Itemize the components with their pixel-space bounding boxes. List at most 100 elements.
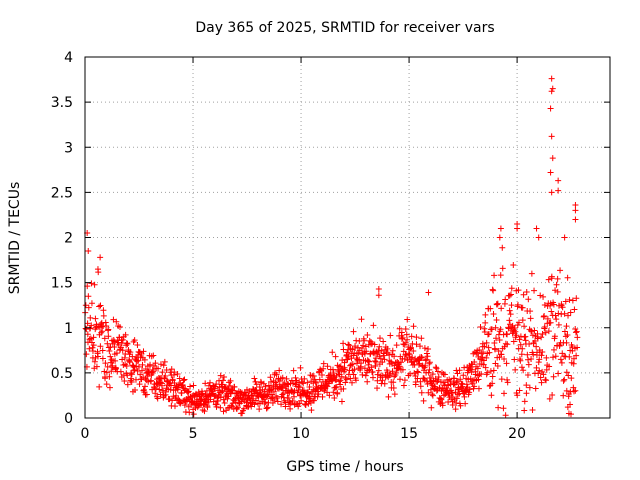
data-point xyxy=(154,395,161,402)
data-point xyxy=(240,405,247,412)
data-point xyxy=(553,281,560,288)
data-point xyxy=(398,359,405,366)
data-point xyxy=(398,329,405,336)
data-point xyxy=(112,357,119,364)
data-point xyxy=(541,312,548,319)
data-point xyxy=(538,334,545,341)
data-point xyxy=(184,389,191,396)
data-point xyxy=(502,412,509,419)
data-point xyxy=(508,324,515,331)
data-point xyxy=(178,390,185,397)
data-point xyxy=(506,317,513,324)
data-point xyxy=(487,305,494,312)
data-point xyxy=(554,275,561,282)
data-point xyxy=(510,261,517,268)
data-point xyxy=(557,267,564,274)
data-points xyxy=(82,75,581,419)
data-point xyxy=(229,400,236,407)
data-point xyxy=(541,324,548,331)
data-point xyxy=(160,362,167,369)
data-point xyxy=(319,393,326,400)
data-point xyxy=(533,364,540,371)
data-point xyxy=(105,333,112,340)
data-point xyxy=(386,372,393,379)
data-point xyxy=(402,325,409,332)
data-point xyxy=(221,374,228,381)
data-point xyxy=(186,409,193,416)
x-tick-label: 10 xyxy=(292,426,310,442)
data-point xyxy=(531,287,538,294)
data-point xyxy=(449,401,456,408)
data-point xyxy=(107,353,114,360)
data-point xyxy=(302,401,309,408)
data-point xyxy=(547,319,554,326)
data-point xyxy=(546,363,553,370)
data-point xyxy=(150,368,157,375)
data-point xyxy=(425,346,432,353)
data-point xyxy=(99,347,106,354)
data-point xyxy=(408,333,415,340)
data-point xyxy=(521,398,528,405)
data-point xyxy=(525,361,532,368)
data-point xyxy=(88,322,95,329)
data-point xyxy=(324,383,331,390)
data-point xyxy=(548,273,555,280)
data-point xyxy=(401,356,408,363)
data-point xyxy=(401,377,408,384)
data-point xyxy=(143,391,150,398)
data-point-outlier xyxy=(548,88,555,95)
data-point xyxy=(239,410,246,417)
data-point xyxy=(437,395,444,402)
data-point xyxy=(341,366,348,373)
y-tick-label: 1.5 xyxy=(51,276,73,292)
data-point xyxy=(521,407,528,414)
data-point xyxy=(364,378,371,385)
data-point xyxy=(515,319,522,326)
data-point xyxy=(511,325,518,332)
data-point xyxy=(514,392,521,399)
x-tick-label: 5 xyxy=(189,426,198,442)
data-point xyxy=(100,307,107,314)
data-point xyxy=(338,373,345,380)
data-point xyxy=(404,357,411,364)
data-point xyxy=(432,364,439,371)
data-point xyxy=(574,344,581,351)
data-point xyxy=(428,404,435,411)
data-point xyxy=(101,368,108,375)
data-point xyxy=(571,306,578,313)
data-point xyxy=(475,385,482,392)
data-point xyxy=(214,397,221,404)
data-point xyxy=(550,354,557,361)
data-point xyxy=(300,387,307,394)
data-point xyxy=(90,334,97,341)
data-point xyxy=(523,288,530,295)
data-point xyxy=(532,337,539,344)
data-point xyxy=(484,369,491,376)
data-point xyxy=(429,391,436,398)
data-point xyxy=(422,362,429,369)
data-point xyxy=(476,347,483,354)
data-point xyxy=(417,383,424,390)
data-point xyxy=(448,389,455,396)
data-point xyxy=(106,384,113,391)
data-point-outlier xyxy=(547,169,554,176)
x-tick-label: 20 xyxy=(508,426,526,442)
data-point xyxy=(478,370,485,377)
data-point xyxy=(519,345,526,352)
data-point xyxy=(273,381,280,388)
data-point xyxy=(550,346,557,353)
data-point xyxy=(175,396,182,403)
data-point xyxy=(124,381,131,388)
data-point-outlier xyxy=(563,387,570,394)
data-point xyxy=(425,389,432,396)
data-point xyxy=(539,368,546,375)
data-point xyxy=(528,328,535,335)
chart-title: Day 365 of 2025, SRMTID for receiver var… xyxy=(195,20,494,36)
data-point xyxy=(121,378,128,385)
data-point xyxy=(331,394,338,401)
data-point xyxy=(429,371,436,378)
data-point xyxy=(463,381,470,388)
data-point xyxy=(296,384,303,391)
data-point xyxy=(563,323,570,330)
data-point xyxy=(100,312,107,319)
